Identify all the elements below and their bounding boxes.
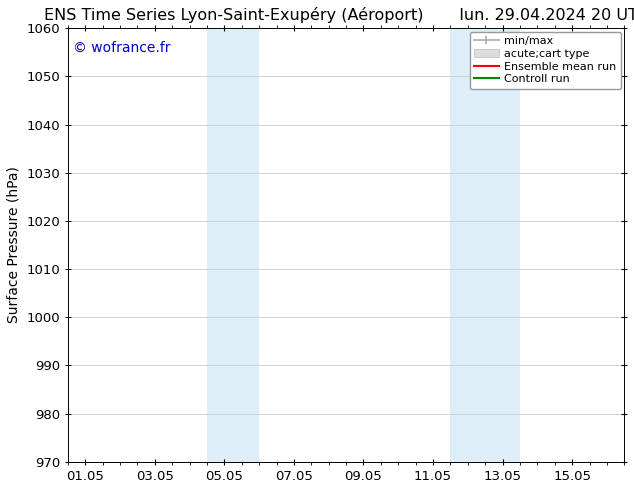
Legend: min/max, acute;cart type, Ensemble mean run, Controll run: min/max, acute;cart type, Ensemble mean …	[470, 32, 621, 89]
Bar	[207, 28, 259, 462]
Text: © wofrance.fr: © wofrance.fr	[74, 41, 171, 55]
Y-axis label: Surface Pressure (hPa): Surface Pressure (hPa)	[7, 167, 21, 323]
Bar	[450, 28, 520, 462]
Title: ENS Time Series Lyon-Saint-Exupéry (Aéroport)       lun. 29.04.2024 20 UTC: ENS Time Series Lyon-Saint-Exupéry (Aéro…	[44, 7, 634, 23]
